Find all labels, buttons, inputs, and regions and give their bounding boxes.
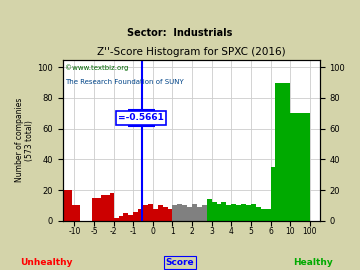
Bar <box>72 205 80 221</box>
Bar <box>100 195 111 221</box>
Bar <box>163 207 167 221</box>
Bar <box>202 205 207 221</box>
Bar <box>143 205 148 221</box>
Bar <box>275 83 290 221</box>
Text: Unhealthy: Unhealthy <box>21 258 73 267</box>
Bar <box>182 205 187 221</box>
Text: =-0.5661: =-0.5661 <box>118 113 164 122</box>
Bar <box>63 190 72 221</box>
Text: ©www.textbiz.org: ©www.textbiz.org <box>65 65 129 71</box>
Bar <box>158 205 163 221</box>
Bar <box>251 204 256 221</box>
Text: Healthy: Healthy <box>293 258 333 267</box>
Bar <box>138 208 143 221</box>
Bar <box>129 215 133 221</box>
Bar <box>187 207 192 221</box>
Bar <box>231 204 236 221</box>
Bar <box>221 202 226 221</box>
Title: Z''-Score Histogram for SPXC (2016): Z''-Score Histogram for SPXC (2016) <box>97 48 285 58</box>
Bar <box>192 204 197 221</box>
Bar <box>212 202 217 221</box>
Text: Score: Score <box>166 258 194 267</box>
Bar <box>148 204 153 221</box>
Bar <box>172 205 177 221</box>
Bar <box>167 208 172 221</box>
Bar <box>270 167 275 221</box>
Bar <box>92 198 100 221</box>
Bar <box>261 208 270 221</box>
Y-axis label: Number of companies
(573 total): Number of companies (573 total) <box>15 98 35 183</box>
Bar <box>177 204 182 221</box>
Bar <box>226 205 231 221</box>
Bar <box>123 213 129 221</box>
Bar <box>217 204 221 221</box>
Bar <box>290 113 310 221</box>
Bar <box>236 205 241 221</box>
Text: Sector:  Industrials: Sector: Industrials <box>127 28 233 38</box>
Bar <box>256 207 261 221</box>
Bar <box>114 218 118 221</box>
Bar <box>197 207 202 221</box>
Bar <box>246 205 251 221</box>
Bar <box>133 212 138 221</box>
Text: The Research Foundation of SUNY: The Research Foundation of SUNY <box>65 79 184 85</box>
Bar <box>241 204 246 221</box>
Bar <box>153 208 158 221</box>
Bar <box>118 216 123 221</box>
Bar <box>111 193 114 221</box>
Bar <box>207 199 212 221</box>
